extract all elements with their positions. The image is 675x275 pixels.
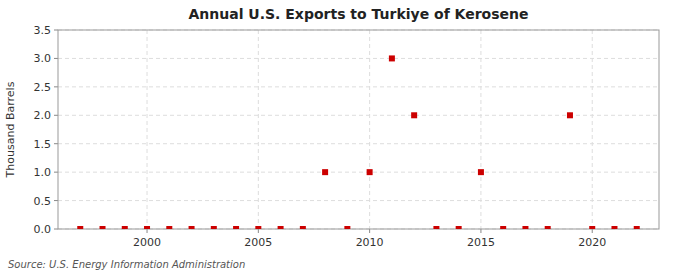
- point: [255, 226, 261, 229]
- point: [411, 112, 417, 118]
- point: [367, 169, 373, 175]
- point: [144, 226, 150, 229]
- y-tick-label: 2.0: [34, 109, 52, 122]
- x-grid-line: [369, 30, 370, 229]
- y-axis-label: Thousand Barrels: [4, 81, 17, 178]
- x-tick: [592, 229, 593, 233]
- y-tick: [54, 200, 58, 201]
- y-tick-label: 3.0: [34, 52, 52, 65]
- source-note: Source: U.S. Energy Information Administ…: [8, 259, 245, 270]
- y-tick-label: 0.0: [34, 223, 52, 236]
- y-grid-line: [58, 200, 659, 201]
- y-tick: [54, 143, 58, 144]
- point: [100, 226, 106, 229]
- grid: [58, 30, 659, 229]
- point: [500, 226, 506, 229]
- x-tick-label: 2010: [356, 236, 384, 249]
- point: [166, 226, 172, 229]
- point: [233, 226, 239, 229]
- title: Annual U.S. Exports to Turkiye of Kerose…: [188, 6, 528, 22]
- y-tick: [54, 58, 58, 59]
- point: [322, 169, 328, 175]
- plot-frame: [58, 30, 659, 229]
- point: [189, 226, 195, 229]
- y-grid-line: [58, 172, 659, 173]
- point: [545, 226, 551, 229]
- y-tick-label: 1.5: [34, 138, 52, 151]
- y-tick-label: 2.5: [34, 81, 52, 94]
- point: [567, 112, 573, 118]
- x-tick-label: 2020: [578, 236, 606, 249]
- x-tick: [480, 229, 481, 233]
- y-tick: [54, 229, 58, 230]
- x-grid-line: [258, 30, 259, 229]
- x-tick-label: 2015: [467, 236, 495, 249]
- chart-container: 0.0 0.5 1.0 1.5 2.0 2.5 3.0 3.5 2000 2005 2010 2015…: [0, 0, 675, 275]
- point: [456, 226, 462, 229]
- point: [211, 226, 217, 229]
- point: [344, 226, 350, 229]
- points: [77, 55, 639, 229]
- y-tick: [54, 172, 58, 173]
- x-tick: [258, 229, 259, 233]
- x-grid-line: [592, 30, 593, 229]
- point: [634, 226, 640, 229]
- y-tick: [54, 86, 58, 87]
- y-tick-label: 0.5: [34, 195, 52, 208]
- y-tick-label: 1.0: [34, 166, 52, 179]
- point: [478, 169, 484, 175]
- x-tick-label: 2005: [244, 236, 272, 249]
- point: [389, 55, 395, 61]
- chart: 0.0 0.5 1.0 1.5 2.0 2.5 3.0 3.5 2000 2005 2010 2015…: [0, 0, 675, 275]
- y-tick: [54, 30, 58, 31]
- point: [77, 226, 83, 229]
- x-tick: [147, 229, 148, 233]
- x-grid-line: [480, 30, 481, 229]
- point: [522, 226, 528, 229]
- point: [300, 226, 306, 229]
- y-grid-line: [58, 86, 659, 87]
- y-grid-line: [58, 58, 659, 59]
- point: [589, 226, 595, 229]
- point: [433, 226, 439, 229]
- x-grid-line: [147, 30, 148, 229]
- y-tick: [54, 115, 58, 116]
- y-tick-label: 3.5: [34, 24, 52, 37]
- x-tick-label: 2000: [133, 236, 161, 249]
- y-grid-line: [58, 143, 659, 144]
- x-tick: [369, 229, 370, 233]
- point: [278, 226, 284, 229]
- point: [611, 226, 617, 229]
- point: [122, 226, 128, 229]
- axes: 0.0 0.5 1.0 1.5 2.0 2.5 3.0 3.5 2000 2005 2010 2015…: [34, 24, 660, 249]
